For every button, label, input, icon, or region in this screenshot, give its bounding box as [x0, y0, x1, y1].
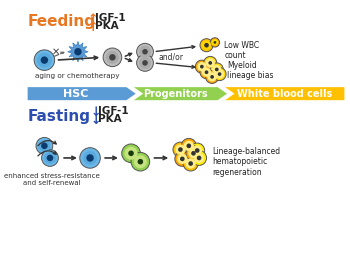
Circle shape [38, 140, 50, 152]
Circle shape [184, 141, 194, 151]
Circle shape [208, 72, 217, 82]
Circle shape [187, 144, 191, 148]
Circle shape [210, 63, 223, 76]
Circle shape [173, 142, 188, 157]
Circle shape [136, 43, 153, 60]
Circle shape [139, 57, 151, 69]
Circle shape [194, 153, 204, 163]
Circle shape [177, 154, 187, 164]
Circle shape [36, 138, 53, 154]
Circle shape [218, 72, 222, 76]
Circle shape [200, 65, 204, 68]
Circle shape [175, 151, 190, 166]
Circle shape [142, 60, 148, 66]
Text: Myeloid
lineage bias: Myeloid lineage bias [227, 61, 273, 80]
Text: aging or chemotherapy: aging or chemotherapy [35, 73, 119, 79]
Text: ↑: ↑ [87, 12, 98, 25]
Circle shape [128, 151, 134, 156]
Circle shape [188, 148, 198, 158]
Circle shape [83, 151, 97, 165]
Circle shape [44, 152, 56, 164]
Polygon shape [68, 42, 88, 62]
Circle shape [186, 158, 196, 169]
Circle shape [41, 142, 48, 149]
Circle shape [205, 70, 219, 83]
Circle shape [204, 43, 209, 48]
Circle shape [205, 70, 208, 74]
Circle shape [142, 49, 148, 55]
Circle shape [106, 51, 119, 64]
Text: Fasting: Fasting [28, 109, 91, 123]
Circle shape [200, 66, 213, 79]
Polygon shape [134, 87, 227, 100]
Circle shape [183, 156, 198, 171]
Text: enhanced stress-resistance
and self-renewal: enhanced stress-resistance and self-rene… [4, 173, 100, 186]
Circle shape [80, 148, 100, 168]
Text: and/or: and/or [159, 53, 184, 62]
Text: Low WBC
count: Low WBC count [224, 41, 259, 60]
Circle shape [103, 48, 122, 67]
Text: PKA: PKA [98, 114, 122, 124]
Text: PKA: PKA [95, 21, 118, 31]
Text: Feeding: Feeding [28, 15, 96, 29]
Text: ✕: ✕ [51, 47, 60, 57]
Circle shape [131, 152, 150, 171]
Circle shape [214, 41, 216, 44]
Polygon shape [225, 87, 344, 100]
Circle shape [37, 53, 52, 68]
Circle shape [197, 156, 201, 160]
Circle shape [190, 143, 205, 158]
Circle shape [42, 150, 58, 166]
Circle shape [191, 151, 206, 165]
Circle shape [47, 155, 53, 161]
Text: ↑: ↑ [87, 21, 98, 34]
Circle shape [136, 55, 153, 71]
Circle shape [212, 65, 222, 74]
Circle shape [175, 145, 186, 155]
Circle shape [34, 50, 55, 70]
Circle shape [86, 154, 94, 162]
Circle shape [202, 41, 211, 50]
Circle shape [205, 58, 215, 68]
Circle shape [195, 60, 208, 73]
Text: Lineage-balanced
hematopoietic
regeneration: Lineage-balanced hematopoietic regenerat… [212, 147, 280, 177]
Text: White blood cells: White blood cells [237, 89, 332, 99]
Circle shape [197, 62, 206, 71]
Circle shape [202, 68, 211, 77]
Circle shape [186, 146, 201, 161]
Circle shape [178, 147, 183, 152]
Circle shape [204, 56, 217, 69]
Circle shape [212, 39, 218, 46]
Text: ↓: ↓ [91, 114, 101, 127]
Circle shape [215, 68, 219, 71]
Circle shape [138, 159, 143, 165]
Circle shape [210, 38, 219, 47]
Circle shape [215, 69, 224, 79]
Text: ↓: ↓ [91, 106, 101, 119]
Circle shape [192, 145, 202, 156]
Circle shape [208, 61, 212, 65]
Circle shape [125, 147, 138, 160]
Circle shape [134, 155, 147, 168]
Circle shape [195, 148, 199, 153]
Circle shape [180, 157, 184, 161]
Text: HSC: HSC [63, 89, 89, 99]
Circle shape [200, 39, 213, 52]
Circle shape [191, 151, 196, 156]
Circle shape [139, 46, 151, 58]
Text: IGF-1: IGF-1 [95, 12, 125, 23]
Circle shape [122, 144, 140, 162]
Circle shape [109, 54, 116, 61]
Polygon shape [28, 87, 136, 100]
Circle shape [181, 138, 196, 153]
Circle shape [41, 56, 48, 64]
Circle shape [213, 68, 226, 81]
Circle shape [210, 75, 214, 79]
Circle shape [188, 161, 193, 166]
Circle shape [74, 48, 82, 55]
Text: Progenitors: Progenitors [144, 89, 208, 99]
Text: IGF-1: IGF-1 [98, 106, 129, 116]
